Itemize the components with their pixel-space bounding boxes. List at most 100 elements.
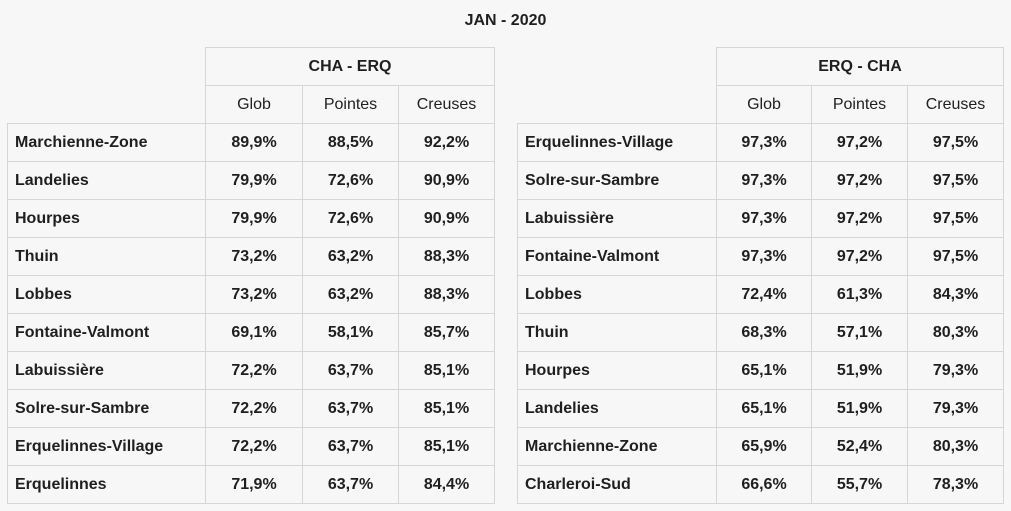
table-row: Labuissière 72,2% 63,7% 85,1% [7, 351, 495, 390]
value-pointes: 97,2% [811, 237, 908, 276]
value-pointes: 51,9% [811, 351, 908, 390]
table-row: Lobbes 72,4% 61,3% 84,3% [517, 275, 1004, 314]
value-glob: 97,3% [716, 199, 812, 238]
value-glob: 72,2% [205, 427, 303, 466]
table-row: Hourpes 79,9% 72,6% 90,9% [7, 199, 495, 238]
value-creuses: 80,3% [907, 427, 1004, 466]
table-row: Solre-sur-Sambre 72,2% 63,7% 85,1% [7, 389, 495, 428]
column-header-glob: Glob [716, 85, 812, 124]
value-pointes: 58,1% [302, 313, 399, 352]
station-name: Labuissière [517, 199, 717, 238]
value-glob: 66,6% [716, 465, 812, 504]
value-glob: 72,4% [716, 275, 812, 314]
station-name: Erquelinnes [7, 465, 206, 504]
table-row: Charleroi-Sud 66,6% 55,7% 78,3% [517, 465, 1004, 504]
group-header: CHA - ERQ [205, 47, 495, 86]
value-glob: 69,1% [205, 313, 303, 352]
erq-cha-table: ERQ - CHA Glob Pointes Creuses Erquelinn… [517, 47, 1004, 504]
value-pointes: 97,2% [811, 199, 908, 238]
cha-erq-table: CHA - ERQ Glob Pointes Creuses Marchienn… [7, 47, 495, 504]
value-glob: 79,9% [205, 199, 303, 238]
value-creuses: 85,7% [398, 313, 495, 352]
value-creuses: 90,9% [398, 161, 495, 200]
value-glob: 65,1% [716, 389, 812, 428]
column-header-creuses: Creuses [398, 85, 495, 124]
station-name: Solre-sur-Sambre [7, 389, 206, 428]
value-pointes: 63,7% [302, 465, 399, 504]
value-creuses: 97,5% [907, 237, 1004, 276]
value-pointes: 72,6% [302, 199, 399, 238]
table-row: Fontaine-Valmont 97,3% 97,2% 97,5% [517, 237, 1004, 276]
station-name: Thuin [517, 313, 717, 352]
value-creuses: 84,3% [907, 275, 1004, 314]
header-spacer [518, 86, 717, 124]
column-header-creuses: Creuses [907, 85, 1004, 124]
value-glob: 71,9% [205, 465, 303, 504]
station-name: Erquelinnes-Village [7, 427, 206, 466]
value-creuses: 85,1% [398, 389, 495, 428]
value-pointes: 63,7% [302, 351, 399, 390]
table-row: Thuin 73,2% 63,2% 88,3% [7, 237, 495, 276]
station-name: Erquelinnes-Village [517, 123, 717, 162]
table-row: Marchienne-Zone 89,9% 88,5% 92,2% [7, 123, 495, 162]
table-row: Hourpes 65,1% 51,9% 79,3% [517, 351, 1004, 390]
table-row: Landelies 65,1% 51,9% 79,3% [517, 389, 1004, 428]
table-row: Labuissière 97,3% 97,2% 97,5% [517, 199, 1004, 238]
station-name: Charleroi-Sud [517, 465, 717, 504]
value-glob: 97,3% [716, 161, 812, 200]
header-spacer [8, 86, 206, 124]
report-title: JAN - 2020 [464, 12, 547, 29]
value-pointes: 63,2% [302, 237, 399, 276]
group-header: ERQ - CHA [716, 47, 1004, 86]
value-creuses: 85,1% [398, 427, 495, 466]
column-header-pointes: Pointes [811, 85, 908, 124]
value-pointes: 63,7% [302, 427, 399, 466]
value-creuses: 88,3% [398, 275, 495, 314]
value-creuses: 78,3% [907, 465, 1004, 504]
value-pointes: 88,5% [302, 123, 399, 162]
value-pointes: 72,6% [302, 161, 399, 200]
value-pointes: 52,4% [811, 427, 908, 466]
value-glob: 73,2% [205, 237, 303, 276]
value-glob: 97,3% [716, 123, 812, 162]
table-row: Erquelinnes 71,9% 63,7% 84,4% [7, 465, 495, 504]
value-pointes: 61,3% [811, 275, 908, 314]
station-name: Fontaine-Valmont [517, 237, 717, 276]
header-spacer [8, 48, 206, 86]
value-pointes: 97,2% [811, 161, 908, 200]
value-creuses: 97,5% [907, 161, 1004, 200]
station-name: Marchienne-Zone [7, 123, 206, 162]
table-row: Erquelinnes-Village 72,2% 63,7% 85,1% [7, 427, 495, 466]
value-creuses: 97,5% [907, 123, 1004, 162]
value-glob: 79,9% [205, 161, 303, 200]
value-pointes: 97,2% [811, 123, 908, 162]
value-creuses: 80,3% [907, 313, 1004, 352]
station-name: Landelies [7, 161, 206, 200]
value-creuses: 85,1% [398, 351, 495, 390]
table-row: Landelies 79,9% 72,6% 90,9% [7, 161, 495, 200]
station-name: Labuissière [7, 351, 206, 390]
station-name: Hourpes [517, 351, 717, 390]
value-pointes: 51,9% [811, 389, 908, 428]
table-row: Solre-sur-Sambre 97,3% 97,2% 97,5% [517, 161, 1004, 200]
value-glob: 89,9% [205, 123, 303, 162]
value-pointes: 63,7% [302, 389, 399, 428]
value-creuses: 84,4% [398, 465, 495, 504]
value-pointes: 57,1% [811, 313, 908, 352]
value-glob: 73,2% [205, 275, 303, 314]
table-row: Thuin 68,3% 57,1% 80,3% [517, 313, 1004, 352]
station-name: Thuin [7, 237, 206, 276]
header-spacer [518, 48, 717, 86]
value-creuses: 79,3% [907, 389, 1004, 428]
table-row: Marchienne-Zone 65,9% 52,4% 80,3% [517, 427, 1004, 466]
value-glob: 65,1% [716, 351, 812, 390]
station-name: Landelies [517, 389, 717, 428]
station-name: Marchienne-Zone [517, 427, 717, 466]
value-glob: 68,3% [716, 313, 812, 352]
table-row: Fontaine-Valmont 69,1% 58,1% 85,7% [7, 313, 495, 352]
value-glob: 72,2% [205, 389, 303, 428]
value-creuses: 92,2% [398, 123, 495, 162]
value-glob: 65,9% [716, 427, 812, 466]
station-name: Lobbes [7, 275, 206, 314]
value-pointes: 55,7% [811, 465, 908, 504]
